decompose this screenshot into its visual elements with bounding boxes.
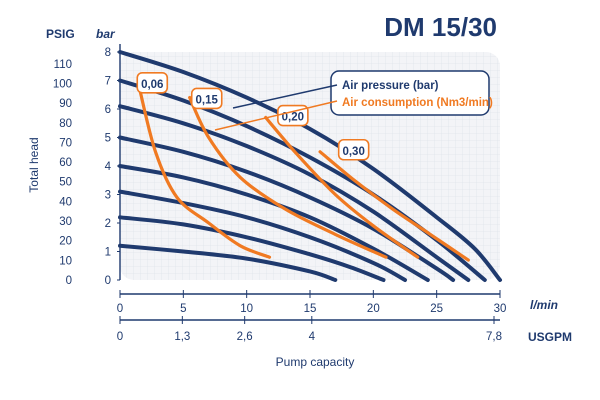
x2-tick-label: 2,6 [237, 331, 253, 343]
x-axis-title: Pump capacity [276, 355, 355, 369]
y-psig-tick-label: 10 [59, 255, 72, 267]
consumption-curves [137, 84, 470, 262]
y-psig-tick-label: 30 [59, 216, 72, 228]
y-psig-tick-label: 100 [53, 78, 72, 90]
y-bar-tick-label: 6 [105, 104, 111, 116]
y-psig-tick-label: 70 [59, 137, 72, 149]
y-bar-tick-label: 5 [105, 133, 111, 145]
consumption-curve [264, 115, 420, 259]
x-units-lmin: l/min [530, 298, 558, 312]
legend-item-consumption: Air consumption (Nm3/min) [342, 97, 493, 109]
curve-label: 0,06 [141, 79, 163, 91]
x-tick-label: 20 [367, 303, 380, 315]
consumption-curve [188, 96, 388, 259]
y-bar-tick-label: 1 [105, 247, 111, 259]
curve-labels: 0,06 0,15 0,20 0,30 [136, 71, 370, 161]
y-bar-tick-label: 3 [105, 190, 111, 202]
y-units-bar: bar [96, 27, 116, 41]
legend: Air pressure (bar) Air consumption (Nm3/… [214, 70, 493, 131]
pressure-curve [118, 50, 502, 282]
x-tick-label: 5 [180, 303, 186, 315]
y-psig-tick-label: 50 [59, 177, 72, 189]
legend-leader-consumption [214, 100, 338, 131]
pressure-curve [118, 243, 338, 282]
y-bar-tick-label: 2 [105, 218, 111, 230]
curve-label-box [337, 138, 370, 161]
x-tick-label: 0 [117, 303, 123, 315]
curve-label: 0,20 [282, 112, 304, 124]
axes [117, 44, 501, 324]
y-axis-title: Total head [27, 137, 41, 192]
x2-tick-label: 1,3 [174, 331, 190, 343]
y-units-psig: PSIG [46, 27, 75, 41]
x2-tick-label: 0 [117, 331, 123, 343]
x2-tick-label: 7,8 [486, 331, 502, 343]
y-psig-tick-label: 40 [59, 196, 72, 208]
y-psig-tick-label: 20 [59, 236, 72, 248]
pressure-curve [118, 189, 407, 282]
curve-label-box [190, 87, 223, 110]
x-tick-label: 30 [494, 303, 507, 315]
y-bar-tick-label: 0 [105, 275, 111, 287]
curve-label: 0,30 [342, 146, 364, 158]
x-tick-label: 10 [240, 303, 253, 315]
x2-units-usgpm: USGPM [528, 330, 572, 344]
legend-leader-pressure [232, 84, 338, 109]
x-tick-label: 15 [304, 303, 317, 315]
legend-item-pressure: Air pressure (bar) [342, 80, 439, 92]
curve-label-box [136, 71, 169, 94]
x2-tick-label: 4 [309, 331, 316, 343]
y-psig-tick-label: 90 [59, 98, 72, 110]
y-psig-tick-label: 60 [59, 157, 72, 169]
chart-title: DM 15/30 [384, 12, 497, 42]
pressure-curve [118, 215, 386, 282]
pressure-curve [118, 104, 471, 282]
y-bar-tick-label: 8 [105, 47, 111, 59]
pressure-curve [118, 135, 456, 282]
curve-label: 0,15 [196, 94, 219, 106]
y-psig-tick-label: 80 [59, 118, 72, 130]
y-bar-tick-label: 7 [105, 76, 111, 88]
consumption-curve [137, 84, 272, 259]
y-psig-tick-label: 0 [66, 275, 72, 287]
y-psig-tick-label: 110 [54, 59, 72, 71]
x-tick-label: 25 [430, 303, 443, 315]
y-bar-tick-label: 4 [105, 161, 112, 173]
consumption-curve [318, 150, 470, 262]
